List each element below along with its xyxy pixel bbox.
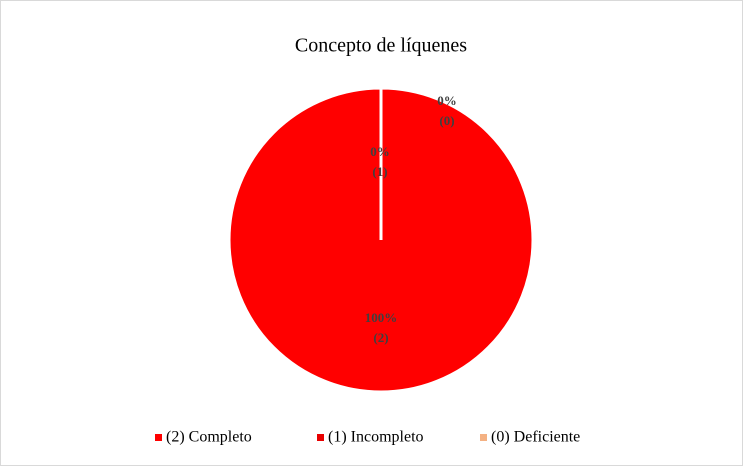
legend-swatch (317, 434, 324, 441)
legend-label: (0) Deficiente (491, 429, 580, 446)
data-label-code: (1) (372, 164, 387, 179)
data-label-code: (0) (439, 113, 454, 128)
data-label: 100% (365, 310, 398, 325)
legend-label: (1) Incompleto (328, 429, 424, 446)
legend-swatch (155, 434, 162, 441)
data-label-code: (2) (373, 330, 388, 345)
legend-swatch (480, 434, 487, 441)
data-label: 0% (437, 93, 457, 108)
chart-title: Concepto de líquenes (295, 35, 467, 57)
legend-label: (2) Completo (166, 429, 252, 446)
data-label: 0% (370, 144, 390, 159)
